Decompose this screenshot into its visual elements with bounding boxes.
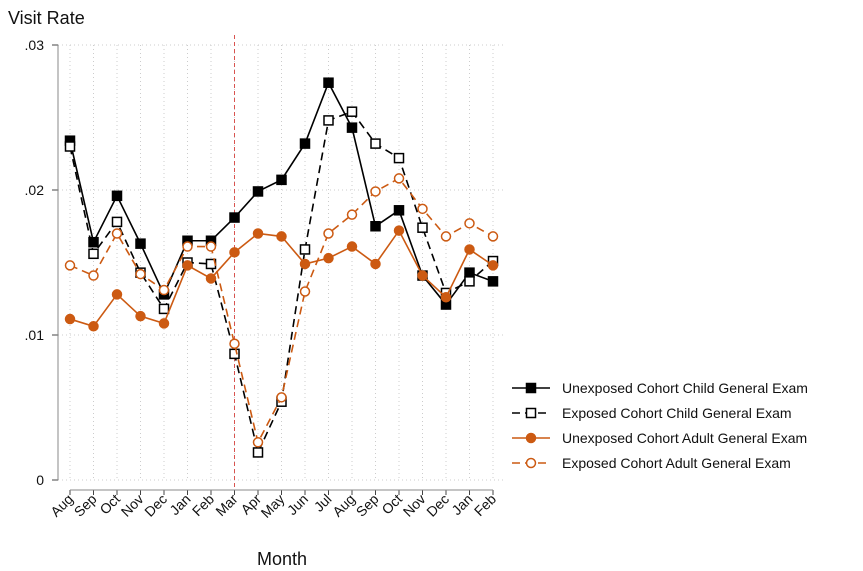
marker	[276, 231, 287, 242]
marker	[276, 392, 287, 403]
marker	[323, 252, 334, 264]
x-tick-label: May	[258, 491, 288, 521]
marker	[323, 115, 334, 126]
marker	[464, 244, 475, 255]
marker	[440, 231, 452, 242]
legend-marker	[525, 432, 537, 444]
marker	[88, 321, 99, 332]
marker	[135, 310, 146, 322]
marker	[346, 241, 358, 252]
marker	[135, 238, 146, 249]
marker	[158, 284, 170, 296]
legend-label: Exposed Cohort Child General Exam	[562, 405, 792, 421]
marker	[299, 286, 311, 297]
x-axis-title: Month	[257, 549, 307, 569]
marker	[299, 244, 311, 255]
marker	[370, 186, 381, 197]
marker	[229, 338, 240, 349]
y-tick-label: .03	[25, 37, 45, 53]
x-tick-label: Oct	[378, 491, 405, 518]
marker	[111, 190, 123, 202]
y-axis-title: Visit Rate	[8, 8, 85, 28]
marker	[182, 241, 193, 252]
marker	[64, 141, 76, 152]
marker	[88, 270, 99, 281]
x-tick-label: Feb	[189, 491, 218, 520]
y-tick-label: .02	[25, 182, 45, 198]
marker	[88, 236, 99, 248]
marker	[487, 231, 499, 242]
marker	[370, 138, 381, 149]
marker	[276, 174, 287, 186]
x-tick-label: Aug	[47, 491, 76, 520]
legend-marker	[525, 382, 537, 394]
legend-label: Exposed Cohort Adult General Exam	[562, 455, 791, 471]
marker	[464, 218, 475, 229]
marker	[346, 209, 358, 220]
marker	[135, 268, 146, 280]
marker	[88, 248, 99, 260]
x-tick-label: Feb	[471, 491, 500, 520]
marker	[229, 348, 240, 360]
marker	[440, 292, 452, 303]
marker	[323, 228, 334, 239]
marker	[111, 289, 123, 300]
marker	[487, 260, 499, 271]
marker	[346, 106, 358, 117]
marker	[370, 221, 381, 232]
marker	[393, 173, 405, 184]
marker	[299, 138, 311, 149]
x-tick-label: Nov	[400, 491, 429, 520]
marker	[111, 216, 123, 228]
marker	[464, 276, 475, 287]
x-tick-label: Sep	[353, 491, 382, 520]
marker	[417, 203, 428, 215]
marker	[370, 258, 381, 270]
x-tick-label: Jun	[284, 491, 311, 518]
marker	[252, 447, 264, 458]
marker	[64, 260, 76, 271]
marker	[158, 303, 170, 315]
x-tick-label: Aug	[329, 491, 358, 520]
marker	[393, 225, 405, 236]
marker	[158, 318, 170, 329]
marker	[393, 205, 405, 216]
x-tick-label: Oct	[96, 491, 123, 518]
x-tick-label: Mar	[212, 491, 241, 520]
x-tick-label: Sep	[71, 491, 100, 520]
marker	[252, 228, 264, 239]
legend-marker	[525, 457, 537, 469]
legend-marker	[525, 407, 537, 419]
marker	[252, 186, 264, 197]
marker	[205, 241, 217, 252]
marker	[229, 247, 240, 258]
marker	[111, 228, 123, 239]
marker	[323, 77, 334, 88]
legend-label: Unexposed Cohort Child General Exam	[562, 380, 808, 396]
marker	[252, 437, 264, 448]
y-tick-label: 0	[36, 472, 44, 488]
marker	[464, 267, 475, 278]
x-tick-label: Dec	[423, 491, 452, 520]
marker	[64, 313, 76, 325]
legend-label: Unexposed Cohort Adult General Exam	[562, 430, 807, 446]
x-tick-label: Dec	[141, 491, 170, 520]
x-tick-label: Jan	[448, 491, 475, 518]
marker	[205, 273, 217, 284]
marker	[346, 122, 358, 133]
x-tick-label: Jan	[166, 491, 193, 518]
y-tick-label: .01	[25, 327, 45, 343]
x-tick-label: Nov	[118, 491, 147, 520]
marker	[417, 222, 428, 233]
marker	[299, 258, 311, 270]
marker	[229, 212, 240, 223]
marker	[487, 276, 499, 287]
marker	[393, 152, 405, 164]
marker	[182, 260, 193, 271]
marker	[417, 270, 428, 281]
